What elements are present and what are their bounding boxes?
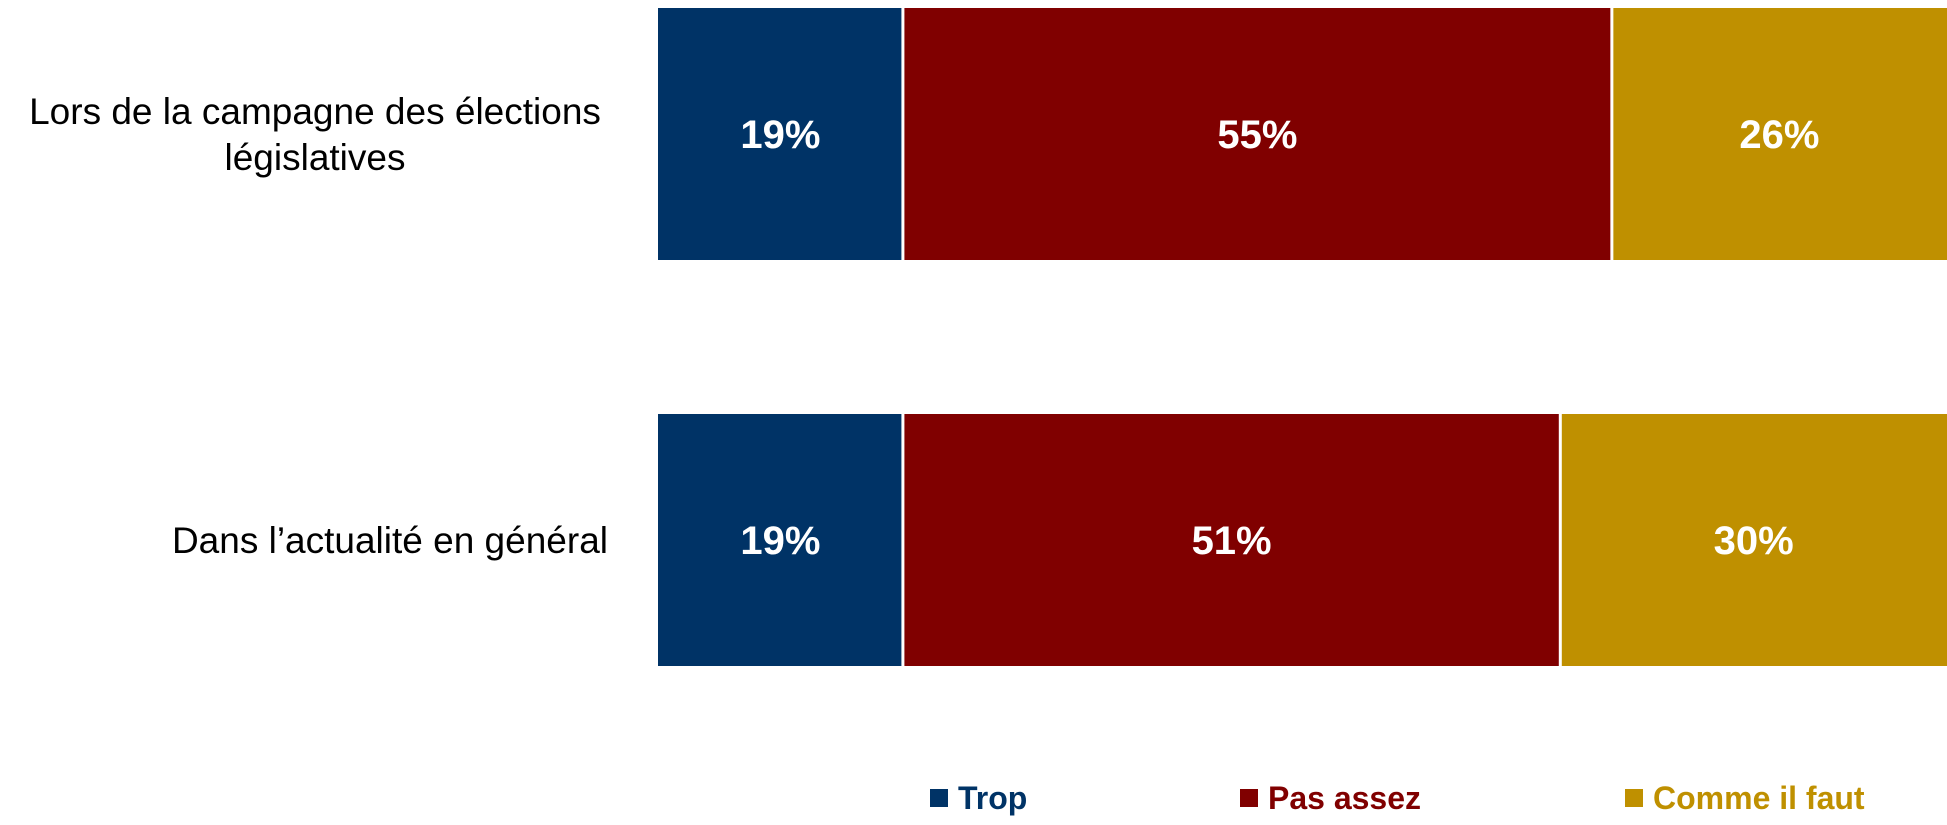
legend-label: Pas assez: [1268, 780, 1421, 816]
plot-area: 19% 55% 26% 19% 51% 30%: [658, 8, 1947, 666]
category-label-line: législatives: [225, 137, 406, 178]
bar-segment-trop: [658, 414, 903, 666]
bar-segment-trop: [658, 8, 903, 260]
legend-label: Trop: [958, 780, 1027, 816]
legend-item: Comme il faut: [1625, 780, 1865, 816]
legend-swatch: [930, 789, 948, 807]
bar-segment-pas-assez: [902, 414, 1561, 666]
category-label: Lors de la campagne des élections législa…: [29, 91, 601, 178]
data-label: 19%: [740, 113, 820, 157]
data-label: 55%: [1217, 113, 1297, 157]
data-label: 26%: [1739, 113, 1819, 157]
bar-segment-comme-il-faut: [1611, 8, 1947, 260]
legend-swatch: [1240, 789, 1258, 807]
segment-separator: [1610, 8, 1614, 260]
legend-label: Comme il faut: [1653, 780, 1865, 816]
category-label: Dans l’actualité en général: [172, 520, 608, 561]
segment-separator: [1558, 414, 1562, 666]
segment-separator: [901, 414, 905, 666]
legend-item: Pas assez: [1240, 780, 1421, 816]
legend-item: Trop: [930, 780, 1027, 816]
data-label: 30%: [1714, 519, 1794, 563]
data-label: 19%: [740, 519, 820, 563]
category-label-line: Lors de la campagne des élections: [29, 91, 601, 132]
legend-swatch: [1625, 789, 1643, 807]
category-label-line: Dans l’actualité en général: [172, 520, 608, 561]
category-labels: Lors de la campagne des élections législa…: [29, 91, 608, 561]
bar-segment-pas-assez: [902, 8, 1612, 260]
segment-separator: [901, 8, 905, 260]
legend: Trop Pas assez Comme il faut: [930, 780, 1865, 816]
data-label: 51%: [1192, 519, 1272, 563]
bar-segment-comme-il-faut: [1560, 414, 1947, 666]
